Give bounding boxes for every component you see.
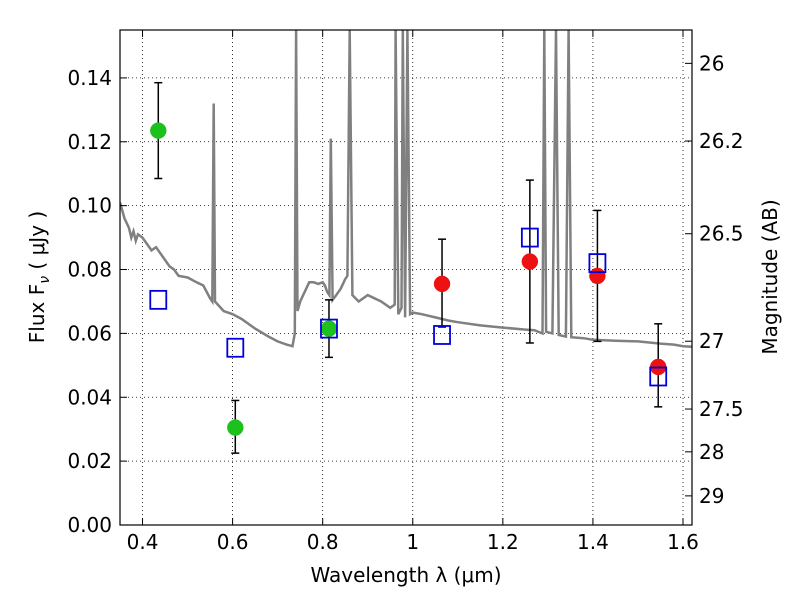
y2-tick-label: 27.5 [699,397,744,421]
y-tick-label: 0.00 [67,513,112,537]
x-tick-label: 1.4 [577,530,609,554]
data-point [589,267,606,285]
y-axis-label-main: Flux F [25,284,49,343]
y-tick-label: 0.10 [67,194,112,218]
series-1 [433,179,667,408]
y2-tick-label: 26.5 [699,222,744,246]
y-tick-label: 0.06 [67,321,112,345]
x-tick-label: 0.4 [127,530,159,554]
data-point [588,253,607,274]
y2-tick-label: 26 [699,51,724,75]
data-point [521,253,539,270]
y2-axis-label: Magnitude (AB) [758,199,782,354]
y-tick-label: 0.14 [67,66,112,90]
data-point [433,325,451,345]
axis-ticks: 0.4 0.6 0.8 1 1.2 1.4 1.6 0.00 0.02 0.04 0.06 0.08 0… [67,30,744,554]
y-tick-label: 0.02 [67,449,112,473]
data-point [520,227,539,248]
data-point [320,320,338,337]
data-point [433,275,451,293]
series-2 [149,227,668,387]
y2-tick-label: 28 [699,440,724,464]
y-tick-label: 0.04 [67,385,112,409]
y2-tick-label: 27 [699,329,724,353]
y2-tick-label: 29 [699,484,724,508]
x-tick-label: 1.2 [487,530,519,554]
y2-tick-label: 26.2 [699,129,744,153]
x-tick-label: 1 [406,530,419,554]
data-point [149,289,168,310]
model-spectrum [120,30,692,349]
grid-lines [120,30,692,525]
spectrum-line [120,30,692,349]
y-axis-label-unit: ( μJy ) [25,211,49,276]
x-tick-label: 0.8 [307,530,339,554]
y-tick-label: 0.08 [67,258,112,282]
y-axis-label-sub: ν [37,276,53,284]
data-point [227,419,244,436]
series-0 [150,81,338,454]
y-tick-label: 0.12 [67,130,112,154]
data-point [649,366,668,387]
data-point [150,122,167,139]
y-axis-label: Flux Fν ( μJy ) [25,211,53,343]
plot-frame [119,29,693,526]
x-tick-label: 1.6 [667,530,699,554]
data-point [320,318,338,339]
data-points [149,81,668,454]
x-tick-label: 0.6 [217,530,249,554]
data-point [226,337,245,358]
x-axis-label: Wavelength λ (μm) [310,563,501,587]
